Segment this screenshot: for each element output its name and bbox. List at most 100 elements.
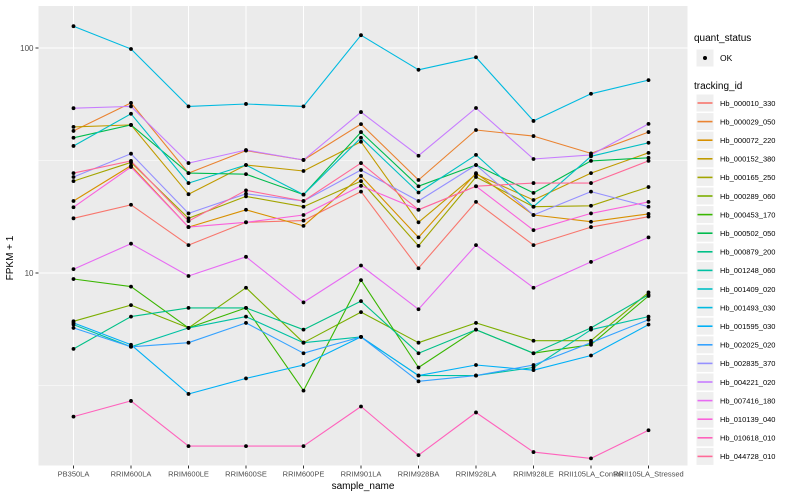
data-point [359,278,363,282]
data-point [359,299,363,304]
data-point [186,219,191,224]
data-point [359,174,363,178]
legend-label-Hb_002025_020: Hb_002025_020 [720,341,775,350]
data-point [186,104,191,109]
data-point [129,344,133,349]
legend-quant-status-title: quant_status [694,33,751,44]
legend-label-Hb_010139_040: Hb_010139_040 [720,415,775,424]
data-point [129,314,133,319]
data-point [359,130,363,134]
legend-label-Hb_000072_220: Hb_000072_220 [720,136,775,145]
data-point [129,101,133,105]
legend-label-Hb_004221_020: Hb_004221_020 [720,378,775,387]
axes: 100 10 PB350LA RRIM600LA RRIM600LE RRIM600SE R… [20,44,684,479]
data-point [416,373,421,378]
data-point [474,163,478,167]
data-point [301,444,306,449]
legend-label-Hb_044728_010: Hb_044728_010 [720,452,775,461]
x-tick-label: RRII105LA_Stressed [613,470,683,479]
data-point [531,450,536,454]
data-point [589,260,593,264]
data-point [244,102,248,106]
data-point [646,292,651,297]
data-point [71,171,76,175]
data-point [129,104,133,109]
data-point [359,404,363,409]
x-tick-label: RRIM600SE [225,470,267,479]
data-point [186,171,191,175]
data-point [301,204,306,209]
plot-panel [38,6,688,466]
data-point [186,340,191,345]
legend-label-Hb_000165_250: Hb_000165_250 [720,173,775,182]
data-point [531,243,536,248]
data-point [416,351,421,356]
data-point [646,322,651,327]
data-point [589,219,593,224]
x-tick-label: RRIM600LA [111,470,152,479]
data-point [71,24,76,29]
data-point [359,122,363,126]
data-point [416,199,421,203]
legend-tracking-id-title: tracking_id [694,81,742,92]
legend-label-Hb_001409_020: Hb_001409_020 [720,285,775,294]
data-point [646,204,651,209]
data-point [474,152,478,157]
legend-label-Hb_000453_170: Hb_000453_170 [720,210,775,219]
data-point [359,189,363,194]
data-point [589,340,593,345]
data-point [359,263,363,268]
legend-label-Hb_002835_370: Hb_002835_370 [720,359,775,368]
data-point [301,388,306,393]
data-point [129,284,133,289]
data-point [531,338,536,343]
data-point [244,285,248,290]
data-point [416,243,421,248]
x-axis-title: sample_name [332,481,395,492]
legend-label-Hb_000289_060: Hb_000289_060 [720,192,775,201]
data-point [646,317,651,322]
data-point [531,213,536,217]
data-point [186,181,191,185]
data-point [301,327,306,332]
legend-label-Hb_000502_050: Hb_000502_050 [720,229,775,238]
data-point [416,307,421,312]
data-point [474,172,478,177]
data-point [71,106,76,111]
data-point [186,192,191,197]
data-point [474,321,478,325]
data-point [244,188,248,193]
data-point [129,123,133,127]
data-point [71,346,76,351]
data-point [186,216,191,221]
data-point [186,225,191,229]
data-point [589,211,593,216]
x-tick-label: RRIM901LA [341,470,382,479]
data-point [301,340,306,345]
data-point [416,266,421,271]
data-point [416,67,421,72]
data-point [531,190,536,195]
data-point [646,235,651,240]
data-point [531,157,536,161]
x-tick-label: RRIM928LA [456,470,497,479]
data-point [71,414,76,419]
data-point [71,277,76,281]
data-point [244,305,248,310]
data-point [129,158,133,163]
data-point [416,340,421,345]
data-point [244,172,248,177]
data-point [416,178,421,182]
data-point [71,144,76,148]
data-point [531,181,536,185]
data-point [474,200,478,204]
ok-point-icon [703,56,707,60]
legend-label-Hb_007416_180: Hb_007416_180 [720,396,775,405]
data-point [186,392,191,396]
data-point [589,327,593,332]
data-point [589,225,593,229]
data-point [244,321,248,325]
data-point [474,410,478,415]
